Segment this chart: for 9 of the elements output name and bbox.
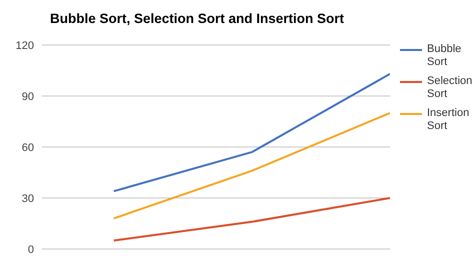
y-tick-label: 90	[22, 90, 34, 103]
y-tick-label: 120	[16, 40, 34, 52]
legend-label: Bubble Sort	[427, 43, 462, 69]
y-tick-label: 30	[22, 192, 34, 205]
legend-label: Selection Sort	[427, 75, 472, 101]
y-tick-label: 60	[22, 142, 34, 154]
chart-title: Bubble Sort, Selection Sort and Insertion Sort	[50, 11, 344, 26]
legend-label: Insertion Sort	[427, 107, 470, 133]
y-tick-label: 0	[28, 244, 34, 256]
